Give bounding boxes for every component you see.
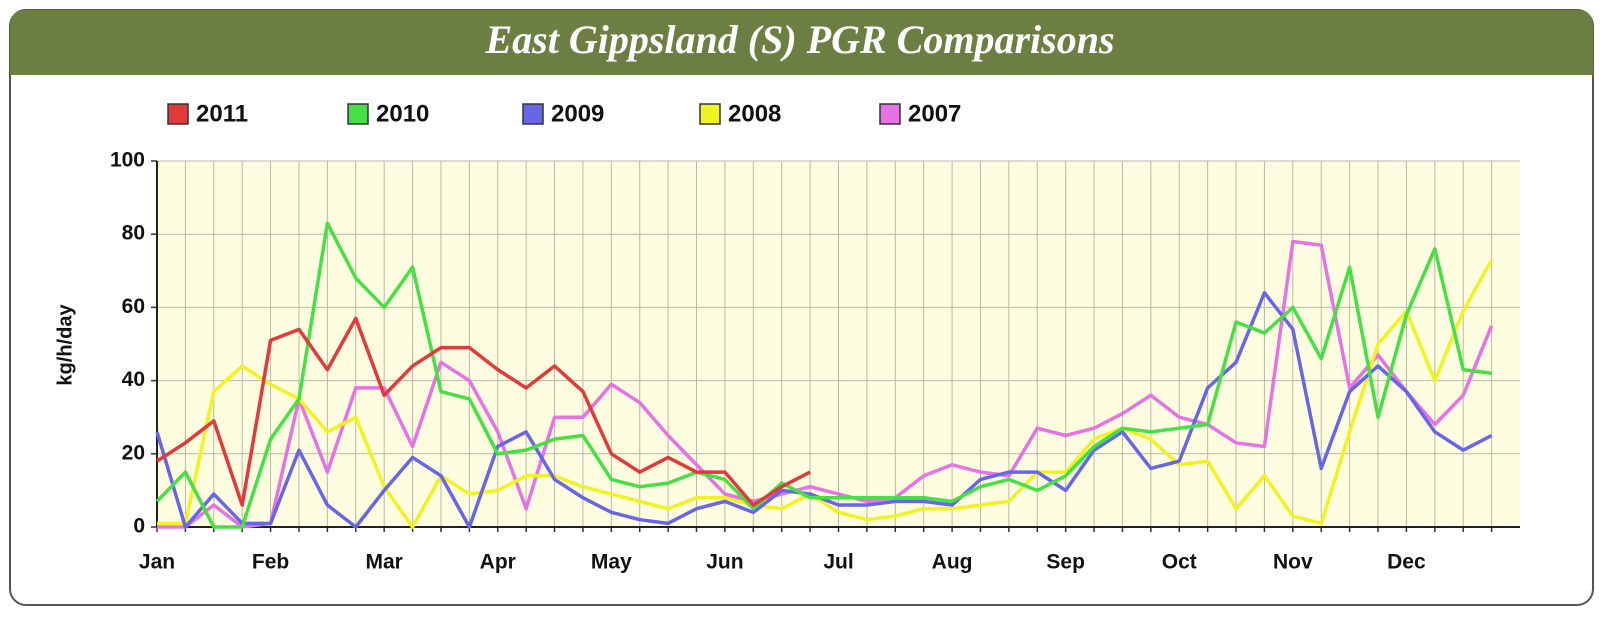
chart-title: East Gippsland (S) PGR Comparisons xyxy=(484,17,1114,62)
x-tick-label: Dec xyxy=(1387,551,1426,574)
x-tick-label: Jun xyxy=(706,551,743,574)
series-line xyxy=(156,316,811,507)
y-tick-label: 60 xyxy=(122,295,145,318)
x-tick-label: Jan xyxy=(139,551,175,574)
y-tick-label: 80 xyxy=(122,222,145,245)
y-tick-label: 100 xyxy=(110,149,145,172)
legend-swatch xyxy=(167,103,189,125)
series-line xyxy=(157,239,1494,529)
legend-label: 2010 xyxy=(376,100,429,127)
legend-swatch xyxy=(347,103,369,125)
x-tick-label: May xyxy=(591,551,632,574)
legend-label: 2011 xyxy=(196,100,248,127)
y-tick-label: 20 xyxy=(122,441,145,464)
x-tick-label: Apr xyxy=(480,551,516,574)
legend-swatch xyxy=(879,103,901,125)
header xyxy=(10,10,1593,75)
legend-label: 2009 xyxy=(551,100,604,127)
series-line xyxy=(155,221,1492,529)
x-tick-label: Nov xyxy=(1273,551,1313,574)
legend-label: 2007 xyxy=(908,100,961,127)
legend-swatch xyxy=(699,103,721,125)
series-line xyxy=(157,258,1494,529)
y-tick-label: 0 xyxy=(133,515,145,538)
x-tick-label: Oct xyxy=(1162,551,1197,574)
series-line xyxy=(155,291,1493,529)
x-tick-label: Jul xyxy=(823,551,853,574)
legend-swatch xyxy=(522,103,544,125)
y-axis-label: kg/h/day xyxy=(54,304,76,386)
x-tick-label: Feb xyxy=(252,551,289,574)
x-tick-label: Sep xyxy=(1046,551,1085,574)
x-tick-label: Mar xyxy=(365,551,402,574)
legend-label: 2008 xyxy=(728,100,781,127)
y-tick-label: 40 xyxy=(122,368,145,391)
x-tick-label: Aug xyxy=(932,551,973,574)
